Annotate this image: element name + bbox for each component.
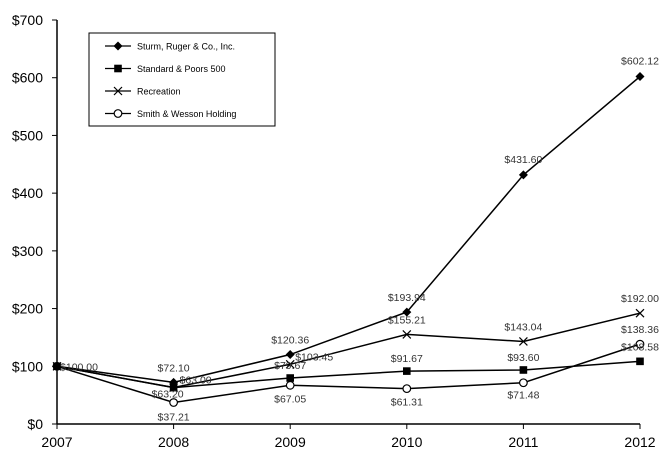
series-x: [52, 308, 645, 392]
data-point: [519, 366, 528, 374]
x-tick-label: 2012: [624, 434, 655, 450]
data-point: [52, 361, 62, 371]
data-point: [635, 308, 645, 318]
y-tick-label: $500: [12, 127, 43, 143]
data-label: $67.05: [274, 393, 306, 405]
x-tick-label: 2007: [41, 434, 72, 450]
legend-marker: [113, 109, 123, 118]
data-label: $100.00: [60, 361, 98, 373]
data-point: [286, 374, 294, 382]
data-point: [169, 377, 179, 387]
x-tick-label: 2008: [158, 434, 189, 450]
x-tick-label: 2009: [275, 434, 306, 450]
legend-label: Smith & Wesson Holding: [137, 109, 236, 119]
data-point: [518, 337, 528, 346]
y-tick-label: $600: [12, 70, 43, 86]
y-tick-label: $0: [27, 416, 43, 432]
data-label: $108.58: [621, 341, 659, 353]
y-tick-label: $300: [12, 243, 43, 259]
data-labels: $100.00 $72.10 $120.36 $193.94 $431.60 $602.1…: [60, 55, 659, 423]
series-diamond: [52, 71, 645, 387]
data-label: $91.67: [391, 353, 423, 365]
data-label: $79.67: [274, 360, 306, 372]
legend: Sturm, Ruger & Co., Inc. Standard & Poors…: [88, 32, 276, 127]
legend-label: Sturm, Ruger & Co., Inc.: [137, 42, 235, 52]
y-tick-label: $700: [12, 12, 43, 28]
data-label: $71.48: [507, 390, 539, 402]
data-point: [636, 357, 644, 366]
y-tick-label: $200: [12, 301, 43, 317]
legend-marker: [114, 64, 122, 73]
x-tick-label: 2011: [508, 434, 538, 450]
data-label: $192.00: [621, 293, 659, 305]
y-tick-label: $400: [12, 185, 43, 201]
data-point: [169, 398, 179, 407]
data-label: $138.36: [621, 324, 659, 336]
legend-entry: Standard & Poors 500: [105, 64, 226, 74]
data-point: [285, 380, 295, 390]
data-point: [519, 378, 528, 388]
series-layer: [52, 71, 645, 407]
data-label: $120.36: [271, 335, 309, 347]
data-point: [635, 71, 645, 81]
legend-label: Recreation: [137, 87, 181, 97]
legend-marker: [113, 41, 123, 51]
series-circle: [52, 339, 645, 407]
legend-label: Standard & Poors 500: [137, 64, 226, 74]
legend-marker: [113, 86, 123, 96]
axes: $0 $100 $200 $300 $400 $500 $600 $700 2007 2008 20…: [12, 12, 656, 450]
data-label: $93.60: [507, 352, 539, 364]
data-label: $103.45: [295, 351, 333, 363]
x-tick-label: 2010: [391, 434, 422, 450]
data-label: $63.20: [152, 389, 184, 401]
data-point: [169, 383, 179, 392]
data-label: $72.10: [158, 362, 190, 374]
data-point: [285, 359, 295, 369]
data-label: $61.31: [391, 397, 423, 409]
data-label: $63.00: [180, 375, 212, 387]
data-label: $602.12: [621, 55, 659, 67]
data-point: [402, 384, 412, 394]
series-line: [56, 312, 641, 389]
data-point: [285, 350, 295, 360]
legend-entry: Smith & Wesson Holding: [105, 109, 236, 119]
data-label: $155.21: [388, 314, 426, 326]
data-point: [635, 339, 645, 349]
data-label: $431.60: [504, 154, 542, 166]
series-line: [56, 75, 641, 384]
data-point: [518, 170, 528, 180]
series-line: [56, 343, 641, 404]
data-label: $37.21: [158, 412, 190, 424]
data-label: $193.94: [388, 292, 426, 304]
legend-entry: Recreation: [105, 87, 181, 97]
data-point: [403, 367, 411, 375]
data-point: [402, 307, 412, 317]
data-label: $143.04: [504, 321, 542, 333]
series-line: [56, 360, 641, 389]
y-tick-label: $100: [12, 358, 43, 374]
data-point: [402, 329, 412, 339]
legend-entry: Sturm, Ruger & Co., Inc.: [105, 41, 235, 52]
